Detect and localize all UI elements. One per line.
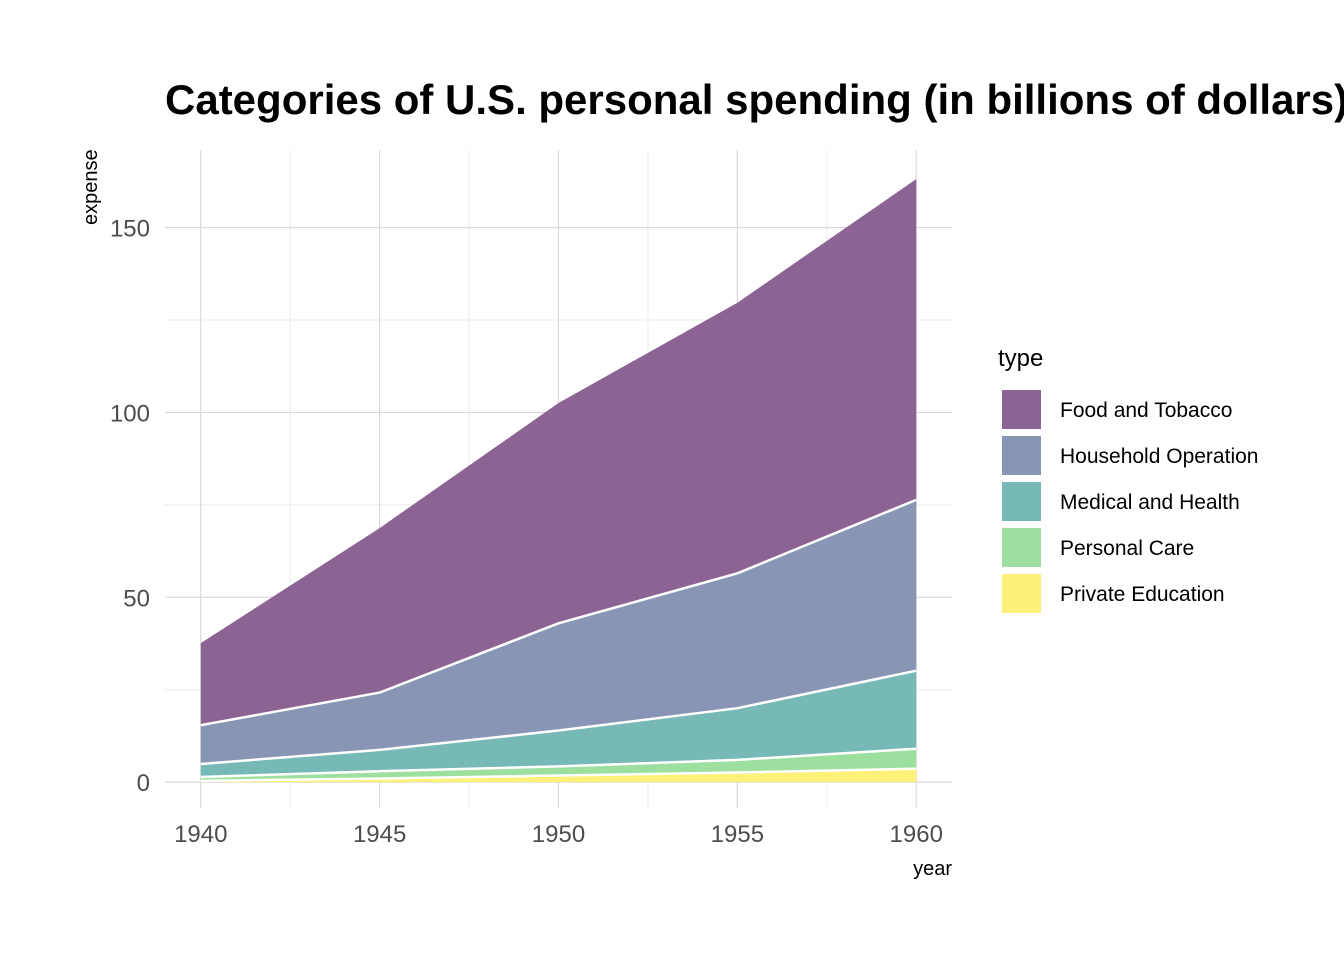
- x-tick-label: 1955: [711, 821, 764, 848]
- legend-label: Household Operation: [1060, 445, 1258, 468]
- chart-title: Categories of U.S. personal spending (in…: [165, 76, 1344, 123]
- legend-title: type: [998, 345, 1043, 372]
- area-boundaries: [200, 498, 917, 783]
- legend-label: Food and Tobacco: [1060, 399, 1232, 422]
- x-tick-label: 1940: [174, 821, 227, 848]
- boundary-household-operation: [200, 498, 917, 727]
- y-tick-label: 50: [123, 585, 150, 612]
- legend-label: Private Education: [1060, 583, 1225, 606]
- boundary-personal-care: [200, 747, 917, 779]
- y-tick-label: 100: [110, 400, 150, 427]
- legend-swatch: [1002, 482, 1041, 521]
- x-tick-label: 1950: [532, 821, 585, 848]
- area-personal-care: [200, 748, 917, 781]
- x-tick-label: 1960: [890, 821, 943, 848]
- x-axis-label: year: [913, 858, 952, 880]
- legend-label: Personal Care: [1060, 537, 1194, 560]
- legend: type Food and Tobacco Household Operation…: [998, 345, 1258, 613]
- y-tick-label: 150: [110, 216, 150, 243]
- y-axis-label: expense: [80, 149, 102, 225]
- x-tick-label: 1945: [353, 821, 406, 848]
- area-food-and-tobacco: [200, 179, 917, 726]
- area-household-operation: [200, 499, 917, 764]
- legend-swatch: [1002, 528, 1041, 567]
- boundary-private-education: [200, 767, 917, 783]
- x-axis-ticks: 1940 1945 1950 1955 1960: [174, 821, 943, 848]
- legend-swatch: [1002, 436, 1041, 475]
- y-tick-label: 0: [137, 770, 150, 797]
- boundary-medical-and-health: [200, 669, 917, 766]
- legend-swatch: [1002, 390, 1041, 429]
- legend-swatch: [1002, 574, 1041, 613]
- y-axis-ticks: 0 50 100 150: [110, 216, 150, 797]
- legend-label: Medical and Health: [1060, 491, 1240, 514]
